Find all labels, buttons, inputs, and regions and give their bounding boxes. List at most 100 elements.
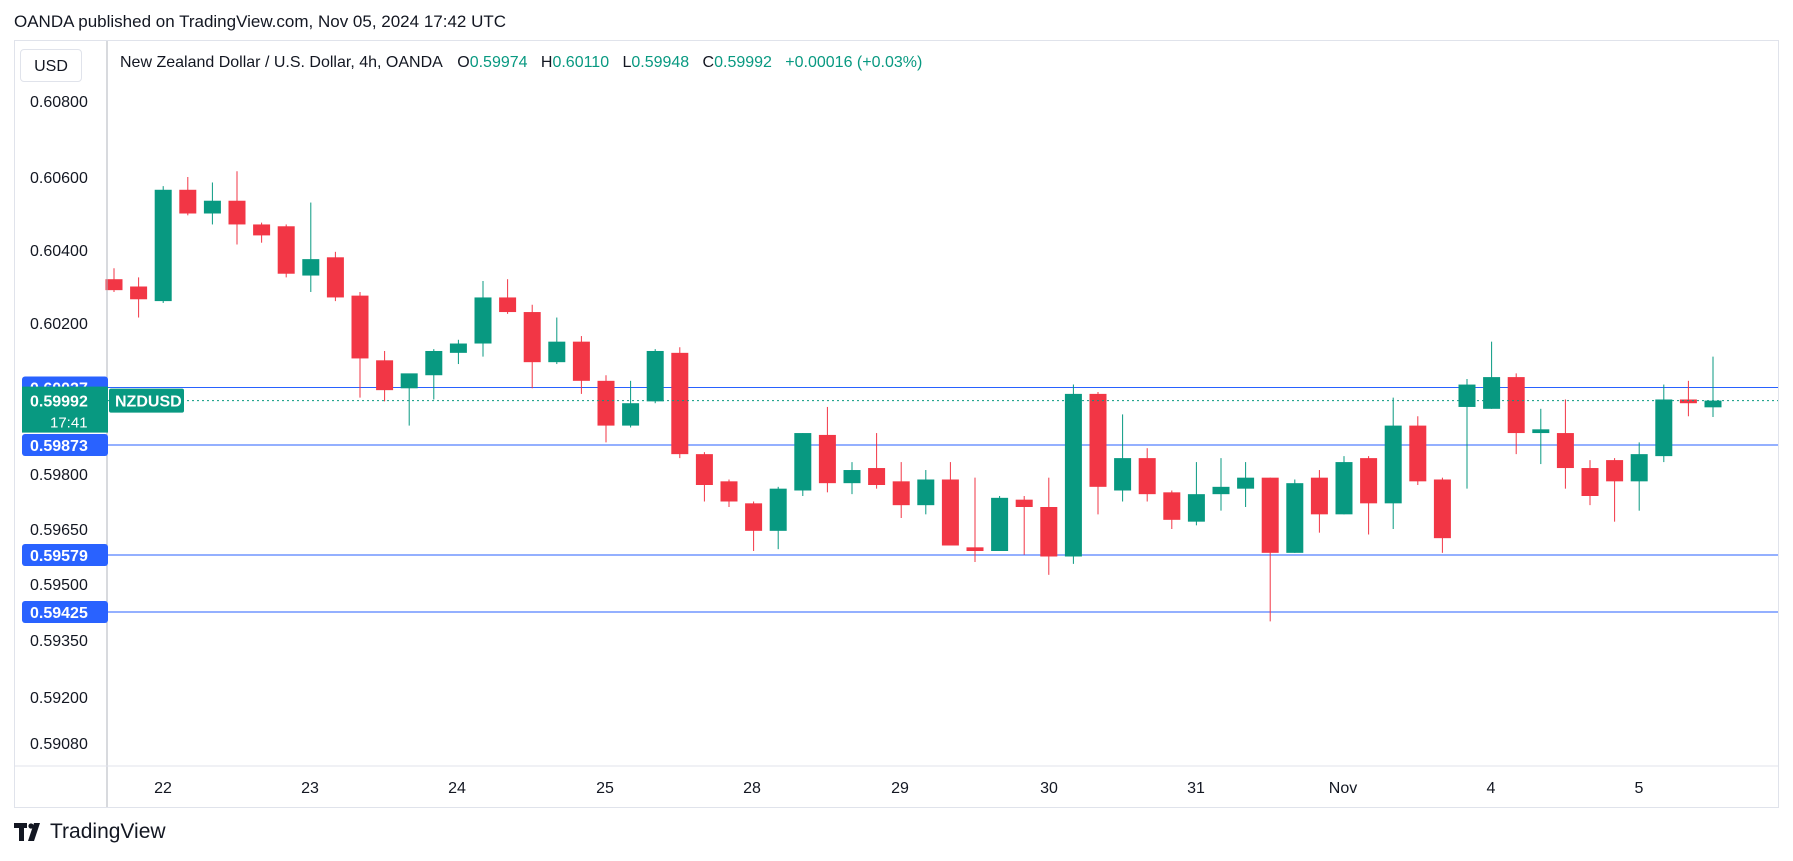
candle-up[interactable] — [1065, 385, 1082, 564]
candle-down[interactable] — [1409, 416, 1426, 485]
candle-up[interactable] — [155, 186, 172, 303]
y-tick-label: 0.59350 — [30, 633, 88, 650]
low-value: 0.59948 — [631, 54, 689, 71]
candle-body — [967, 547, 984, 551]
tradingview-logo[interactable]: TradingView — [14, 820, 166, 844]
candle-body — [1680, 399, 1697, 403]
candle-down[interactable] — [1163, 491, 1180, 530]
candle-down[interactable] — [1040, 478, 1057, 575]
candle-body — [1065, 394, 1082, 557]
candle-down[interactable] — [1262, 478, 1279, 622]
candle-up[interactable] — [1213, 458, 1230, 511]
candle-down[interactable] — [967, 478, 984, 562]
candle-body — [622, 403, 639, 425]
candle-down[interactable] — [106, 268, 123, 292]
candle-up[interactable] — [1286, 480, 1303, 553]
candle-down[interactable] — [819, 407, 836, 492]
candle-up[interactable] — [548, 318, 565, 365]
candle-body — [868, 468, 885, 485]
y-tick-label: 0.60800 — [30, 94, 88, 111]
candle-body — [130, 287, 147, 300]
candle-up[interactable] — [1188, 462, 1205, 525]
candle-down[interactable] — [1508, 373, 1525, 454]
candle-up[interactable] — [1705, 357, 1722, 417]
candle-down[interactable] — [1582, 460, 1599, 505]
candle-down[interactable] — [1139, 448, 1156, 501]
candle-down[interactable] — [1311, 470, 1328, 533]
candle-down[interactable] — [868, 433, 885, 489]
candle-down[interactable] — [942, 462, 959, 545]
candle-up[interactable] — [1336, 456, 1353, 514]
candle-down[interactable] — [1434, 478, 1451, 553]
candle-up[interactable] — [1114, 414, 1131, 501]
candle-up[interactable] — [917, 470, 934, 514]
candle-up[interactable] — [425, 349, 442, 399]
candle-up[interactable] — [1483, 342, 1500, 409]
candle-down[interactable] — [499, 279, 516, 314]
candle-up[interactable] — [1459, 379, 1476, 489]
candle-body — [548, 342, 565, 363]
candle-down[interactable] — [1360, 456, 1377, 534]
candle-down[interactable] — [253, 223, 270, 243]
candle-up[interactable] — [770, 487, 787, 549]
y-tick-label: 0.59500 — [30, 577, 88, 594]
candle-body — [450, 344, 467, 353]
candle-up[interactable] — [1631, 442, 1648, 510]
candle-down[interactable] — [598, 375, 615, 442]
candle-body — [1631, 454, 1648, 481]
candle-down[interactable] — [524, 305, 541, 389]
candle-up[interactable] — [302, 203, 319, 292]
candle-up[interactable] — [1655, 385, 1672, 463]
level-price-label: 0.59425 — [30, 605, 88, 622]
candle-down[interactable] — [1557, 399, 1574, 488]
currency-selector[interactable]: USD — [20, 49, 82, 82]
candle-down[interactable] — [179, 177, 196, 215]
candle-up[interactable] — [1532, 409, 1549, 464]
candle-body — [253, 224, 270, 235]
candle-body — [1262, 478, 1279, 553]
x-tick-label: 28 — [743, 780, 761, 797]
candle-up[interactable] — [401, 373, 418, 425]
candle-body — [376, 360, 393, 390]
candle-up[interactable] — [794, 433, 811, 496]
candle-down[interactable] — [893, 462, 910, 518]
candle-down[interactable] — [721, 480, 738, 508]
candle-down[interactable] — [1090, 392, 1107, 514]
symbol-title: New Zealand Dollar / U.S. Dollar, 4h, OA… — [120, 54, 443, 71]
level-price-label: 0.59873 — [30, 438, 88, 455]
candle-body — [179, 190, 196, 214]
candle-down[interactable] — [376, 351, 393, 401]
candle-up[interactable] — [844, 462, 861, 494]
candle-down[interactable] — [1016, 496, 1033, 555]
candle-body — [745, 503, 762, 531]
x-tick-label: 22 — [154, 780, 172, 797]
candle-body — [1655, 399, 1672, 456]
candle-down[interactable] — [696, 452, 713, 501]
candle-down[interactable] — [1680, 381, 1697, 416]
candle-down[interactable] — [229, 171, 246, 244]
candle-body — [1360, 458, 1377, 503]
candle-down[interactable] — [278, 224, 295, 277]
candle-up[interactable] — [1385, 398, 1402, 529]
candle-up[interactable] — [450, 340, 467, 364]
candle-down[interactable] — [130, 277, 147, 317]
candle-up[interactable] — [204, 182, 221, 224]
candle-down[interactable] — [327, 252, 344, 301]
candle-body — [942, 480, 959, 546]
candle-up[interactable] — [475, 281, 492, 357]
candle-up[interactable] — [991, 496, 1008, 551]
candle-up[interactable] — [1237, 462, 1254, 507]
candle-body — [499, 297, 516, 312]
candle-down[interactable] — [671, 347, 688, 458]
candle-body — [671, 353, 688, 454]
candle-down[interactable] — [352, 292, 369, 398]
candle-body — [1557, 433, 1574, 468]
x-tick-label: Nov — [1329, 780, 1357, 797]
candle-down[interactable] — [745, 502, 762, 552]
candles — [106, 171, 1722, 621]
candle-down[interactable] — [1606, 458, 1623, 522]
candle-up[interactable] — [647, 349, 664, 403]
candle-down[interactable] — [573, 336, 590, 394]
candle-body — [352, 296, 369, 359]
